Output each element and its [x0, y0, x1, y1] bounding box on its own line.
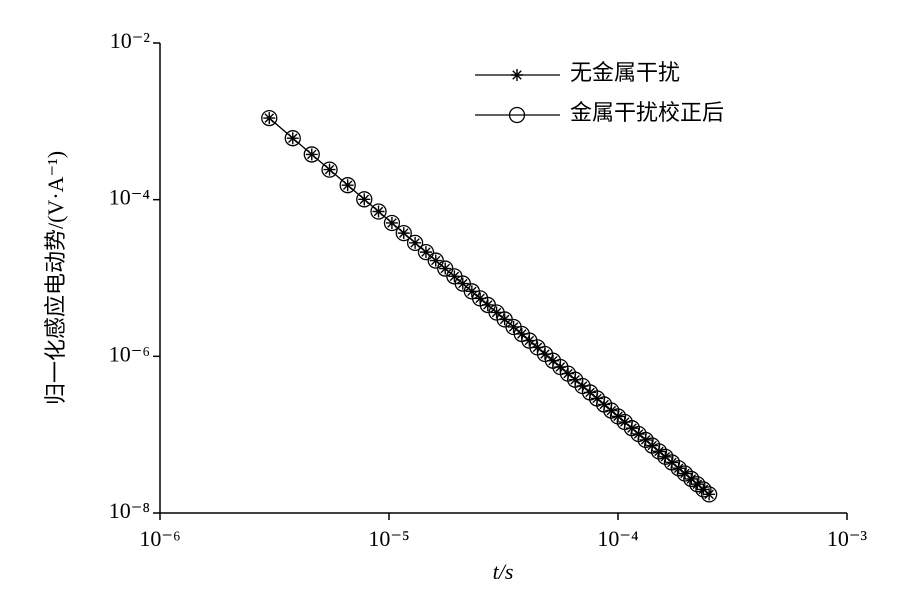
marker-circle — [417, 243, 435, 261]
y-tick-label: 10⁻² — [110, 28, 151, 53]
marker-circle — [689, 476, 706, 493]
marker-circle — [261, 109, 278, 127]
marker-circle — [695, 481, 712, 498]
marker-circle — [406, 234, 424, 252]
legend-label: 无金属干扰 — [570, 60, 680, 85]
marker-circle — [370, 203, 387, 220]
marker-circle — [395, 224, 412, 242]
x-axis-label: t/s — [493, 559, 514, 584]
marker-circle — [700, 486, 718, 503]
marker-circle — [676, 465, 694, 482]
marker-circle — [657, 448, 674, 465]
legend-marker — [508, 106, 526, 124]
marker-circle — [356, 191, 373, 208]
marker-circle — [650, 443, 668, 460]
y-tick-label: 10⁻⁶ — [109, 341, 150, 366]
marker-circle — [303, 146, 320, 163]
y-tick-label: 10⁻⁸ — [109, 498, 150, 523]
x-tick-label: 10⁻⁵ — [368, 526, 409, 551]
y-axis-label: 归一化感应电动势/(V·A⁻¹) — [43, 151, 68, 405]
marker-circle — [637, 431, 654, 449]
legend-marker — [511, 69, 523, 81]
marker-circle — [321, 161, 338, 178]
marker-circle — [383, 214, 401, 232]
x-tick-label: 10⁻⁴ — [597, 526, 639, 551]
marker-circle — [339, 177, 356, 194]
series-line — [268, 117, 710, 495]
y-tick-label: 10⁻⁴ — [109, 185, 151, 210]
marker-circle — [670, 460, 687, 477]
x-tick-label: 10⁻⁶ — [139, 526, 180, 551]
x-tick-label: 10⁻³ — [827, 526, 868, 551]
marker-circle — [427, 252, 444, 269]
legend-label: 金属干扰校正后 — [570, 100, 724, 125]
marker-circle — [683, 470, 700, 488]
marker-circle — [284, 130, 301, 147]
